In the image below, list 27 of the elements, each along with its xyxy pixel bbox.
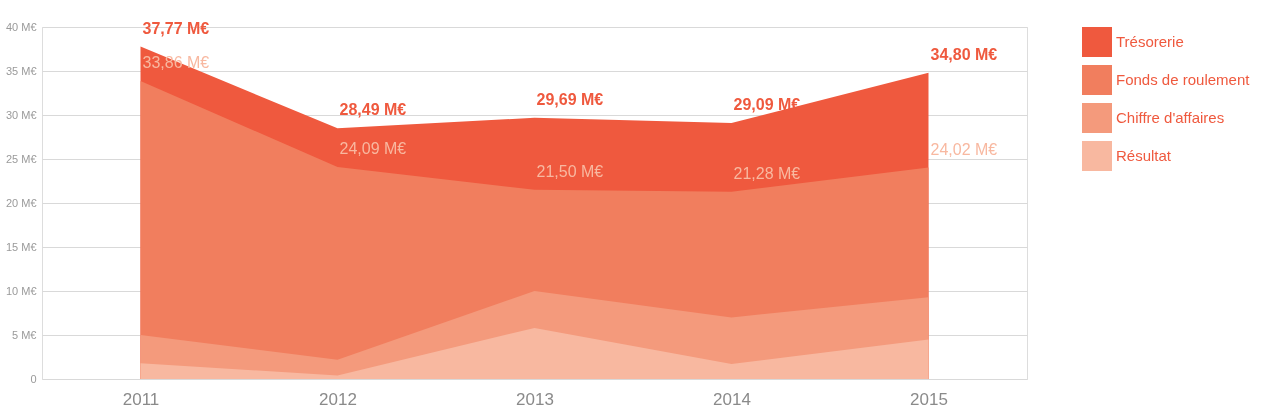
x-tick-label: 2011 <box>122 389 160 409</box>
legend-label: Fonds de roulement <box>1116 71 1251 88</box>
data-label: 21,28 M€ <box>733 164 801 182</box>
y-tick-label: 0 <box>30 372 37 385</box>
y-tick-label: 20 M€ <box>5 196 37 209</box>
data-label: 29,69 M€ <box>536 90 604 108</box>
y-tick-label: 5 M€ <box>12 328 37 341</box>
x-tick-label: 2015 <box>910 389 948 409</box>
data-label: 34,80 M€ <box>930 45 998 63</box>
data-label: 37,77 M€ <box>142 19 210 37</box>
x-tick-label: 2013 <box>516 389 554 409</box>
data-label: 24,09 M€ <box>339 140 407 158</box>
y-tick-label: 10 M€ <box>5 284 37 297</box>
y-tick-label: 30 M€ <box>5 108 37 121</box>
y-tick-label: 25 M€ <box>5 152 37 165</box>
data-label: 24,02 M€ <box>930 140 998 158</box>
data-label: 33,86 M€ <box>142 54 210 72</box>
data-label: 21,50 M€ <box>536 162 604 180</box>
x-tick-label: 2014 <box>713 389 751 409</box>
legend-label: Chiffre d'affaires <box>1116 109 1225 126</box>
legend-label: Résultat <box>1116 147 1172 164</box>
x-tick-label: 2012 <box>319 389 357 409</box>
data-label: 28,49 M€ <box>339 101 407 119</box>
y-tick-label: 40 M€ <box>5 20 37 33</box>
y-tick-label: 15 M€ <box>5 240 37 253</box>
legend-label: Trésorerie <box>1116 33 1184 50</box>
y-tick-label: 35 M€ <box>5 64 37 77</box>
